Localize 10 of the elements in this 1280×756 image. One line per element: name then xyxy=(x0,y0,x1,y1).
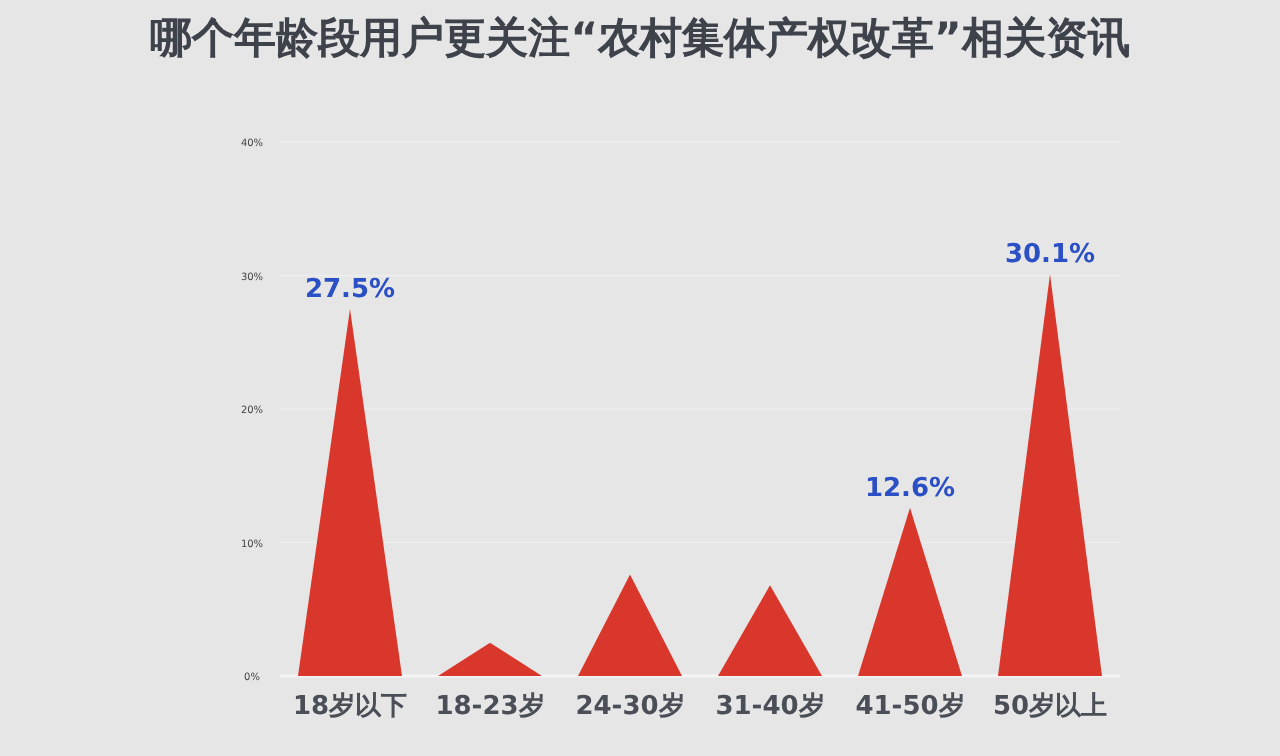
data-label: 30.1% xyxy=(1004,240,1096,271)
x-tick-label: 18岁以下 xyxy=(292,692,408,722)
data-label: 27.5% xyxy=(304,274,396,305)
data-label: 12.6% xyxy=(864,473,956,504)
x-tick-label: 41-50岁 xyxy=(855,692,965,722)
x-tick-label: 18-23岁 xyxy=(435,692,545,722)
x-tick-label: 50岁以上 xyxy=(992,692,1108,722)
x-tick-label: 31-40岁 xyxy=(715,692,825,722)
x-tick-label: 24-30岁 xyxy=(575,692,685,722)
chart-title: 哪个年龄段用户更关注“农村集体产权改革”相关资讯 xyxy=(150,14,1130,62)
